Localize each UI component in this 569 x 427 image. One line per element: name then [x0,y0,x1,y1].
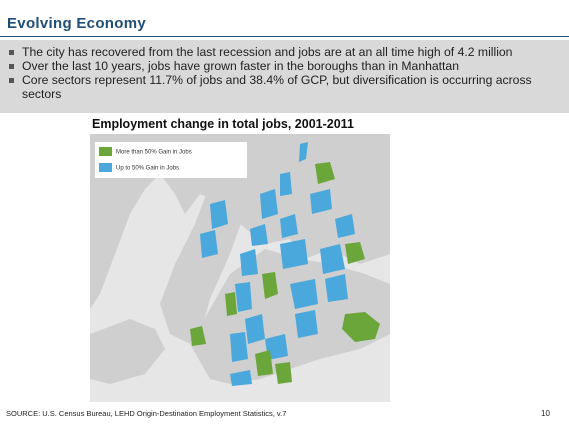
slide-title: Evolving Economy [7,15,146,32]
legend-box [95,142,247,178]
bullet-box: The city has recovered from the last rec… [0,40,569,113]
page-number: 10 [541,409,550,418]
bullet: Core sectors represent 11.7% of jobs and… [9,73,569,101]
bullet: Over the last 10 years, jobs have grown … [9,59,569,73]
title-rule [0,36,569,37]
land [90,319,165,384]
map: More than 50% Gain in Jobs Up to 50% Gai… [90,134,390,402]
legend-swatch [99,147,112,156]
tracts-green [190,162,380,384]
legend-label: Up to 50% Gain in Jobs [116,166,179,172]
legend-label: More than 50% Gain in Jobs [116,150,192,156]
tracts-blue [200,142,355,386]
source-note: SOURCE: U.S. Census Bureau, LEHD Origin-… [6,409,287,418]
map-title: Employment change in total jobs, 2001-20… [92,117,354,131]
bullet: The city has recovered from the last rec… [9,45,569,59]
legend-swatch [99,163,112,172]
bullet-list: The city has recovered from the last rec… [0,40,569,101]
